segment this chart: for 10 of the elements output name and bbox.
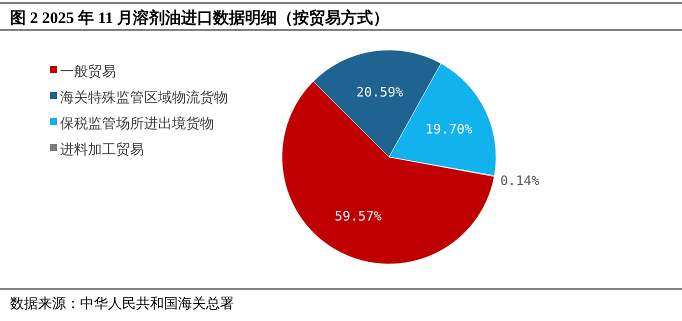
data-label: 19.70% [425,122,473,138]
chart-title: 图 2 2025 年 11 月溶剂油进口数据明细（按贸易方式） [10,8,390,27]
data-label: 20.59% [356,85,404,100]
legend-label: 进料加工贸易 [60,142,144,158]
legend-label: 保税监管场所进出境货物 [60,116,214,132]
data-label: 0.14% [500,174,540,190]
data-label: 59.57% [334,210,382,225]
legend-label: 海关特殊监管区域物流货物 [60,90,228,106]
legend-label: 一般贸易 [60,64,116,80]
source-note: 数据来源：中华人民共和国海关总署 [10,296,234,312]
